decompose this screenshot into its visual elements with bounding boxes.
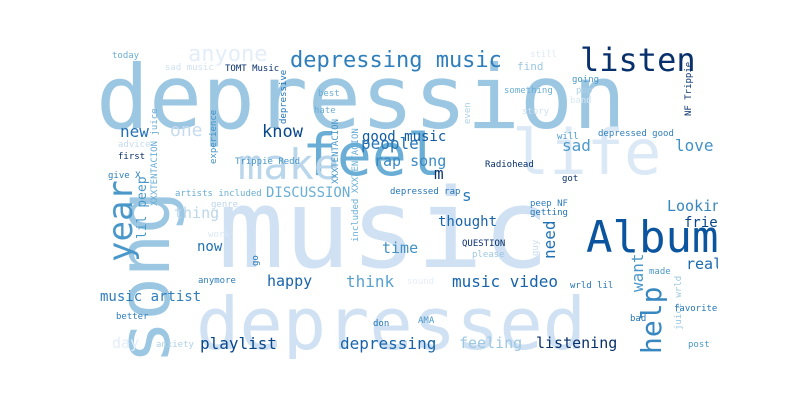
word-new: new [120,122,149,141]
word-thought: thought [438,214,498,230]
word-year: year [101,180,141,262]
word-playlist: playlist [200,334,278,353]
word-depressing-music: depressing music [290,48,502,73]
word-radiohead: Radiohead [485,160,534,170]
word-discussion: DISCUSSION [266,185,351,201]
word-hate: hate [314,106,336,116]
word-even: even [463,102,473,124]
word-pop: pop [576,86,593,96]
word-tomt-music: TOMT Music [225,64,280,74]
word-rap-song: rap song [374,152,447,170]
word-thing: thing [174,204,220,222]
word-anxiety: anxiety [156,340,194,350]
word-music: music [218,165,550,293]
word-m: m [434,164,444,183]
word-depressed-rap: depressed rap [390,187,461,197]
word-happy: happy [267,272,313,290]
word-s: s [462,186,472,205]
word-find: find [517,60,544,73]
word-work: work [208,230,230,240]
word-made: made [649,267,671,277]
word-post: post [688,340,710,350]
word-depressing: depressing [340,334,437,353]
word-listening: listening [536,334,618,352]
word-depression: depression [100,46,626,149]
word-got: got [562,174,579,184]
word-nf-trippie: NF Trippie [684,61,694,116]
word-depressive: depressive [279,69,289,124]
word-anyone: anyone [188,44,268,67]
word-trippie-redd: Trippie Redd [235,157,301,167]
word-go: go [251,255,261,266]
word-included-xxxtentacion: included XXXTENTACION [351,128,361,242]
word-want: want [628,253,647,292]
word-make: make [238,140,340,189]
word-life: life [512,116,662,189]
word-question: QUESTION [462,239,506,249]
word-juice-wrld: juice wrld [674,275,684,330]
word-people: people [361,134,419,153]
word-advice: advice [118,140,151,150]
word-will: will [557,132,579,142]
word-first: first [118,152,146,162]
word-better: better [116,312,149,322]
word-music-video: music video [452,272,558,291]
word-time: time [382,239,419,257]
word-something: something [504,86,553,96]
word-bad: bad [630,314,647,324]
word-music-artist: music artist [100,289,202,305]
word-give-x: give X [108,171,141,181]
word-xxxtentacion: XXXTENTACION [331,118,341,184]
word-peep-nf: peep NF [530,199,568,209]
word-xxxtentacion-juice: XXXTENTACION juice [150,108,160,206]
word-depressed-good: depressed good [598,129,674,139]
word-love: love [675,136,714,155]
word-favorite: favorite [674,304,718,314]
word-friend: friend [684,215,718,231]
word-don: don [373,319,390,329]
word-feel: feel [302,121,442,189]
word-genre: genre [211,200,239,210]
word-still: still [530,50,558,60]
word-experience: experience [209,109,219,164]
word-today: today [112,51,140,61]
word-lil-peep: lil peep [135,176,150,239]
word-getting: getting [530,208,568,218]
word-need: need [540,220,559,259]
word-know: know [262,122,303,142]
word-think: think [346,272,395,291]
word-cloud: music depression depressed song feel life Albu… [100,44,718,359]
word-sad-music: sad music [165,63,214,73]
word-story: story [522,107,550,117]
word-best: best [318,89,340,99]
word-looking: Looking [667,197,718,215]
word-band: band [570,96,592,106]
word-good-music: good music [362,129,447,145]
word-listen: listen [580,44,696,79]
word-now: now [197,239,223,255]
word-day: day [112,334,140,352]
word-going: going [572,75,600,85]
word-really: really [686,255,718,273]
word-anymore: anymore [198,276,236,286]
word-guy: guy [531,239,541,256]
word-depressed: depressed [196,282,587,359]
word-please: please [472,250,505,260]
word-ama: AMA [418,316,435,326]
word-wrld-lil: wrld lil [570,281,614,291]
word-sad: sad [562,136,591,155]
word-sound: sound [407,277,435,287]
word-one: one [170,120,203,141]
word-artists-included: artists included [175,189,262,199]
word-feeling: feeling [459,334,523,352]
word-album: Album [586,212,718,263]
